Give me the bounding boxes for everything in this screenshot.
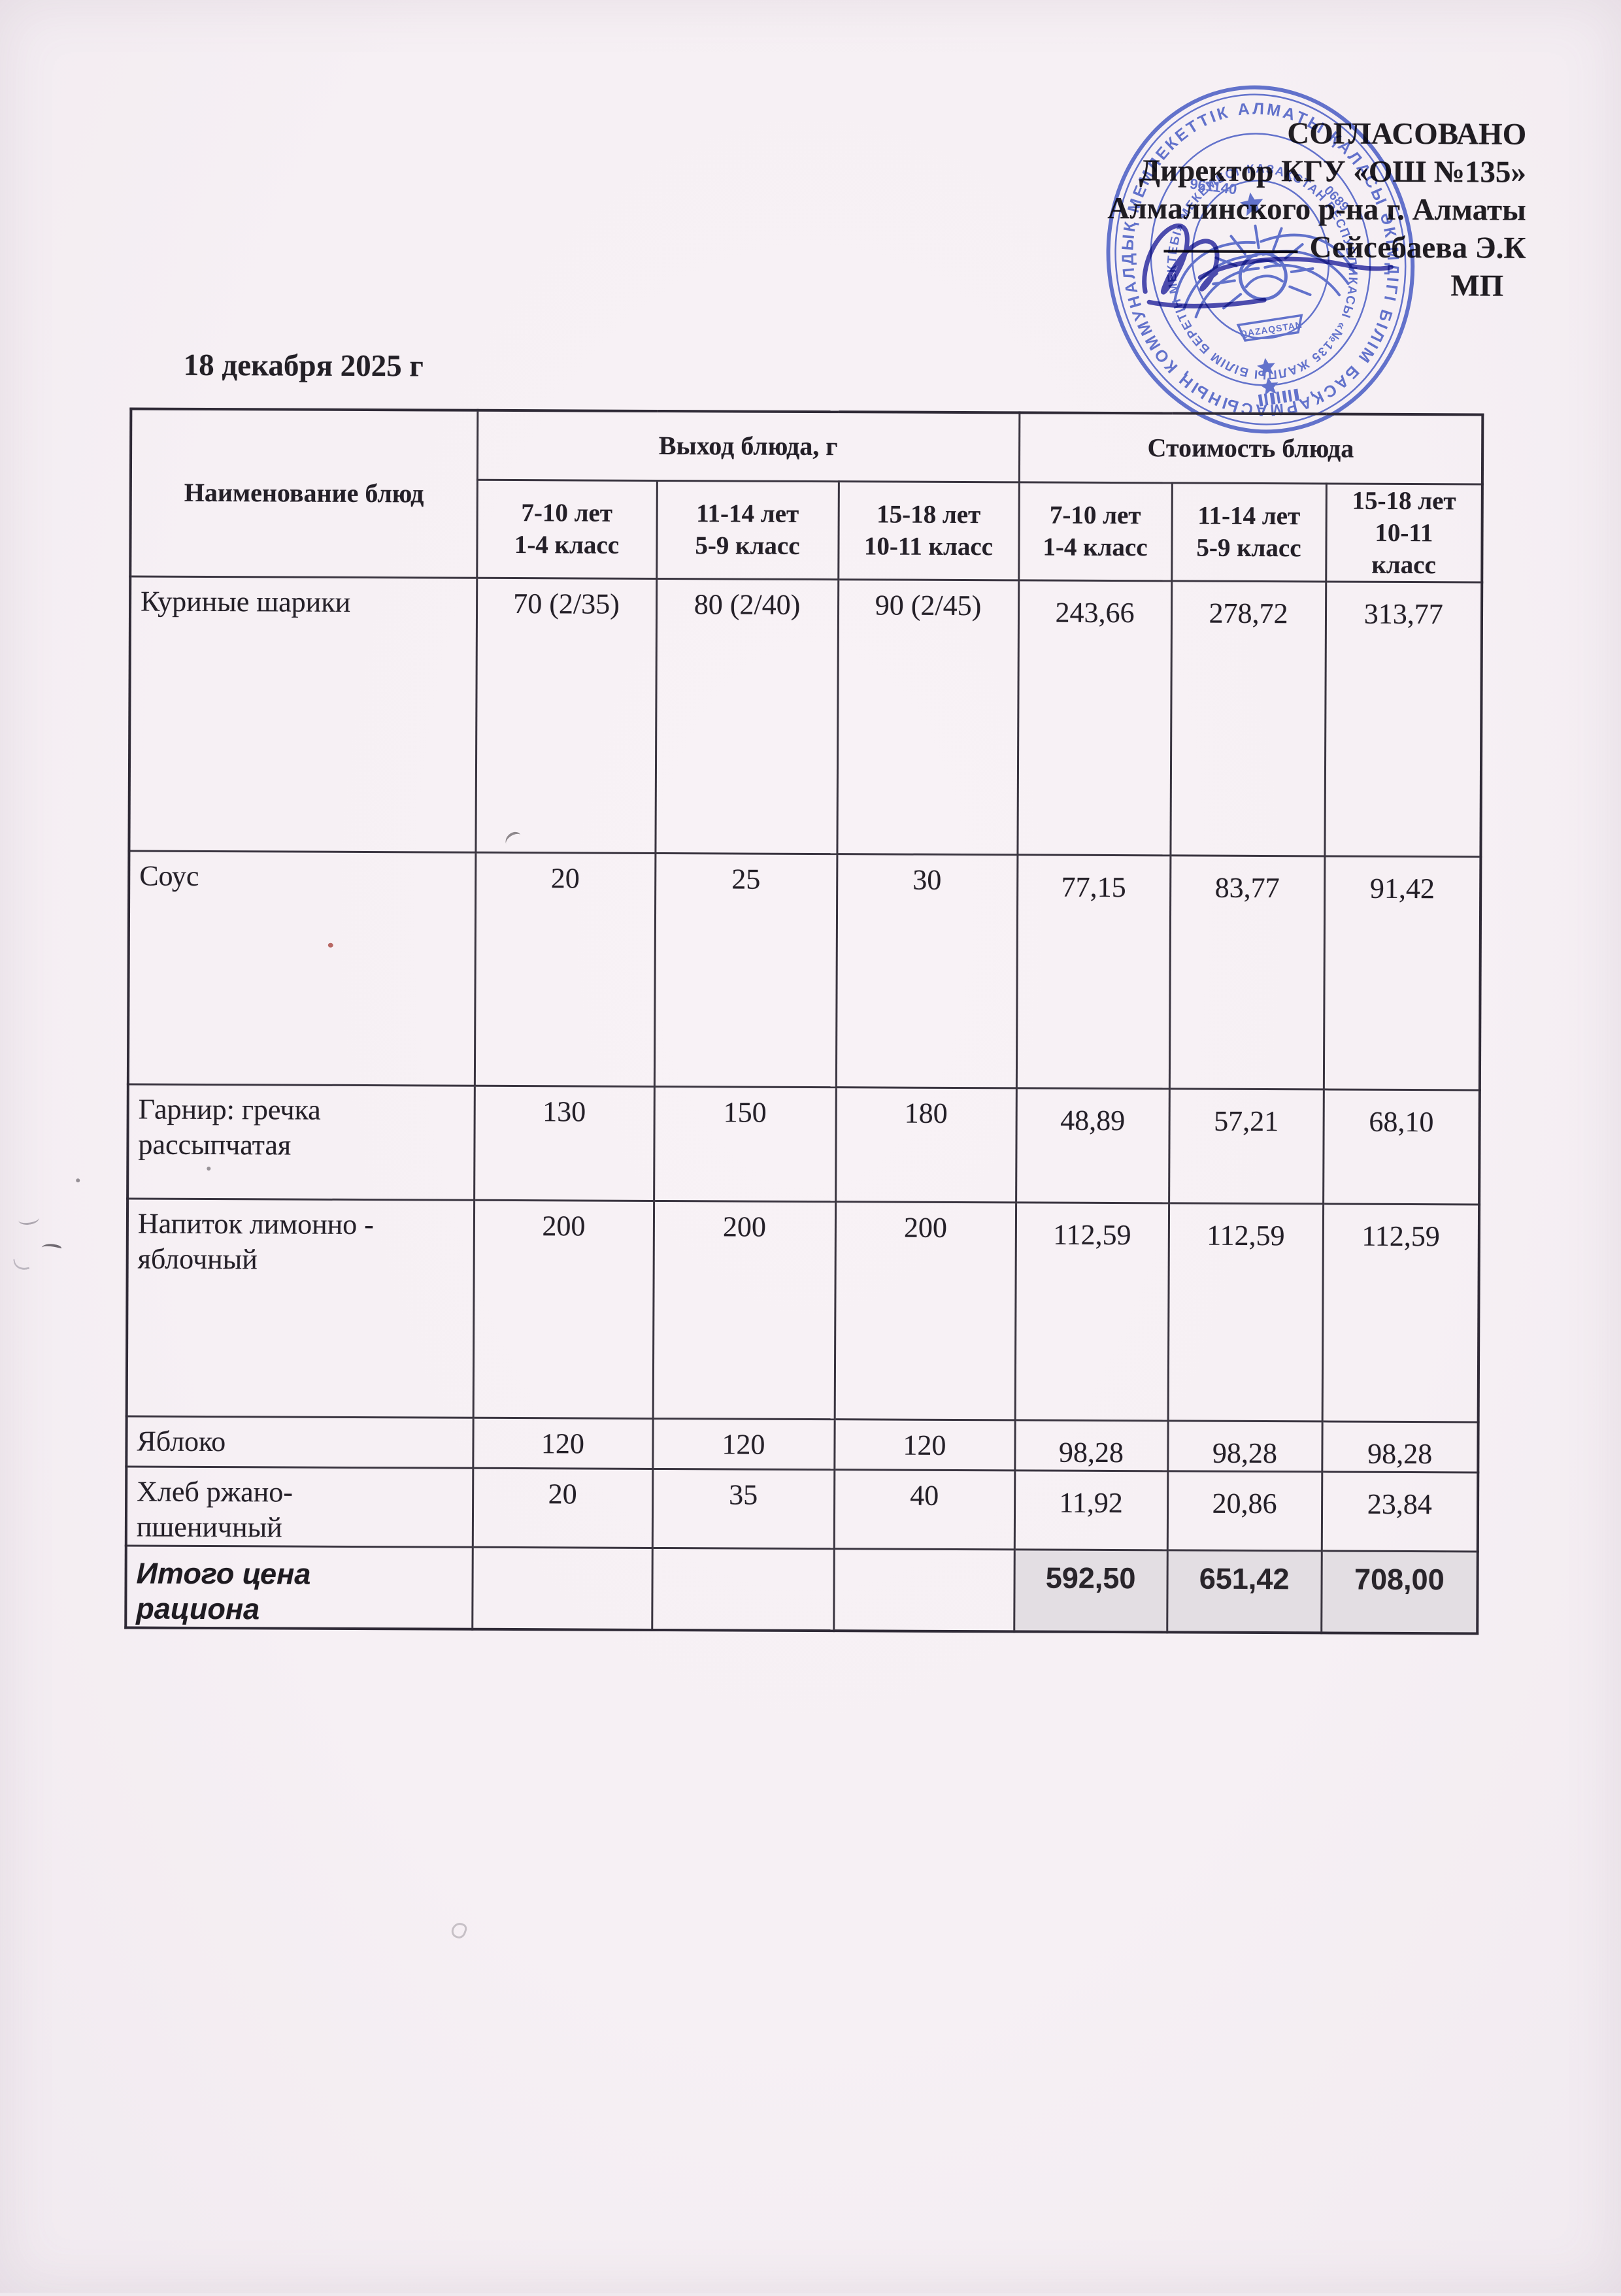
output-cell: 20: [472, 1467, 653, 1548]
dish-name-cell: Яблоко: [126, 1416, 473, 1468]
header-line: 10-11 класс: [863, 532, 994, 561]
total-label-cell: Итого цена рациона: [125, 1545, 473, 1629]
cost-cell: 23,84: [1321, 1471, 1479, 1552]
table-row: Гарнир: гречка рассыпчатая 130 150 180 4…: [127, 1084, 1480, 1205]
output-cell: 120: [652, 1418, 835, 1470]
col-header-cost-7-10: 7-10 лет 1-4 класс: [1018, 482, 1172, 581]
scan-artifact: [13, 1257, 30, 1272]
table-row: Яблоко 120 120 120 98,28 98,28 98,28: [126, 1416, 1479, 1472]
cost-cell: 68,10: [1323, 1089, 1480, 1205]
col-header-cost-11-14: 11-14 лет 5-9 класс: [1171, 482, 1326, 582]
header-line: 5-9 класс: [695, 531, 800, 560]
output-cell: 20: [474, 852, 656, 1086]
dish-name-cell: Куриные шарики: [129, 576, 477, 852]
table-row: Хлеб ржано-пшеничный 20 35 40 11,92 20,8…: [125, 1466, 1479, 1552]
cost-cell: 112,59: [1014, 1202, 1169, 1421]
cost-cell: 48,89: [1016, 1088, 1169, 1203]
empty-cell: [652, 1547, 834, 1631]
cost-cell: 77,15: [1016, 854, 1171, 1089]
menu-table: Наименование блюд Выход блюда, г Стоимос…: [124, 407, 1484, 1635]
col-header-output-7-10: 7-10 лет 1-4 класс: [476, 479, 657, 578]
header-line: 11-14 лет: [696, 499, 799, 528]
output-cell: 130: [474, 1085, 654, 1201]
header-line: класс: [1371, 550, 1436, 579]
header-line: 1-4 класс: [514, 531, 620, 559]
stamp-bottom-marks: [1257, 358, 1299, 407]
output-cell: 120: [834, 1419, 1015, 1471]
total-cost-cell: 708,00: [1321, 1550, 1478, 1633]
cost-cell: 313,77: [1324, 581, 1482, 857]
signature-ink: [1142, 223, 1394, 308]
group-header-cost: Стоимость блюда: [1018, 412, 1483, 484]
cost-cell: 57,21: [1169, 1088, 1324, 1204]
cost-cell: 278,72: [1170, 580, 1326, 856]
header-line: 7-10 лет: [521, 499, 613, 527]
header-line: 7-10 лет: [1049, 501, 1141, 530]
cost-cell: 98,28: [1322, 1421, 1479, 1472]
header-line: 11-14 лет: [1197, 501, 1301, 531]
cost-cell: 243,66: [1017, 580, 1172, 856]
dish-name-cell: Соус: [127, 850, 476, 1086]
empty-cell: [833, 1548, 1014, 1631]
dish-name-cell: Напиток лимонно - яблочный: [126, 1198, 475, 1418]
dish-name-cell: Гарнир: гречка рассыпчатая: [127, 1084, 475, 1200]
output-cell: 80 (2/40): [655, 578, 839, 854]
total-row: Итого цена рациона 592,50 651,42 708,00: [125, 1545, 1478, 1633]
cost-cell: 112,59: [1167, 1203, 1324, 1422]
empty-cell: [472, 1546, 652, 1630]
output-cell: 25: [654, 852, 837, 1088]
output-cell: 30: [835, 854, 1018, 1088]
cost-cell: 11,92: [1014, 1470, 1168, 1550]
col-header-output-11-14: 11-14 лет 5-9 класс: [656, 480, 839, 580]
table-row: Соус 20 25 30 77,15 83,77 91,42: [127, 850, 1481, 1090]
scan-artifact: [41, 1241, 62, 1255]
col-header-dish-name: Наименование блюд: [130, 408, 478, 578]
scan-artifact: [17, 1212, 40, 1226]
header-line: 10-11: [1375, 518, 1433, 547]
header-line: 1-4 класс: [1043, 533, 1148, 562]
cost-cell: 83,77: [1169, 855, 1325, 1090]
group-header-row: Наименование блюд Выход блюда, г Стоимос…: [130, 408, 1483, 578]
output-cell: 150: [654, 1086, 836, 1202]
output-cell: 200: [834, 1201, 1016, 1420]
output-cell: 200: [473, 1199, 654, 1418]
col-header-cost-15-18: 15-18 лет 10-11 класс: [1326, 483, 1482, 582]
scan-artifact: [449, 1920, 469, 1940]
header-line: 5-9 класс: [1196, 533, 1301, 563]
cost-cell: 20,86: [1167, 1471, 1322, 1551]
output-cell: 70 (2/35): [475, 577, 657, 853]
group-header-output: Выход блюда, г: [476, 410, 1020, 482]
table-row: Напиток лимонно - яблочный 200 200 200 1…: [126, 1198, 1480, 1422]
output-cell: 35: [652, 1468, 835, 1549]
cost-cell: 98,28: [1014, 1420, 1168, 1471]
header-line: 15-18 лет: [877, 500, 981, 529]
header-line: 15-18 лет: [1352, 486, 1456, 515]
output-cell: 120: [473, 1417, 653, 1469]
output-cell: 40: [833, 1469, 1015, 1550]
cost-cell: 98,28: [1167, 1420, 1322, 1472]
total-cost-cell: 592,50: [1014, 1549, 1167, 1632]
output-cell: 90 (2/45): [837, 579, 1019, 855]
cost-cell: 112,59: [1322, 1203, 1480, 1422]
total-cost-cell: 651,42: [1167, 1550, 1322, 1633]
output-cell: 200: [652, 1200, 836, 1420]
cost-cell: 91,42: [1323, 856, 1481, 1090]
date-line: 18 декабря 2025 г: [183, 348, 424, 384]
col-header-output-15-18: 15-18 лет 10-11 класс: [838, 481, 1019, 580]
official-stamp-icon: АЛМАТЫ ҚАЛАСЫ ӘКІМДІГІ БІЛІМ БАСҚАРМАСЫН…: [1096, 80, 1424, 440]
dish-name-cell: Хлеб ржано-пшеничный: [125, 1466, 473, 1547]
table-row: Куриные шарики 70 (2/35) 80 (2/40) 90 (2…: [129, 576, 1482, 857]
output-cell: 180: [835, 1087, 1016, 1203]
scan-artifact: [76, 1178, 80, 1183]
